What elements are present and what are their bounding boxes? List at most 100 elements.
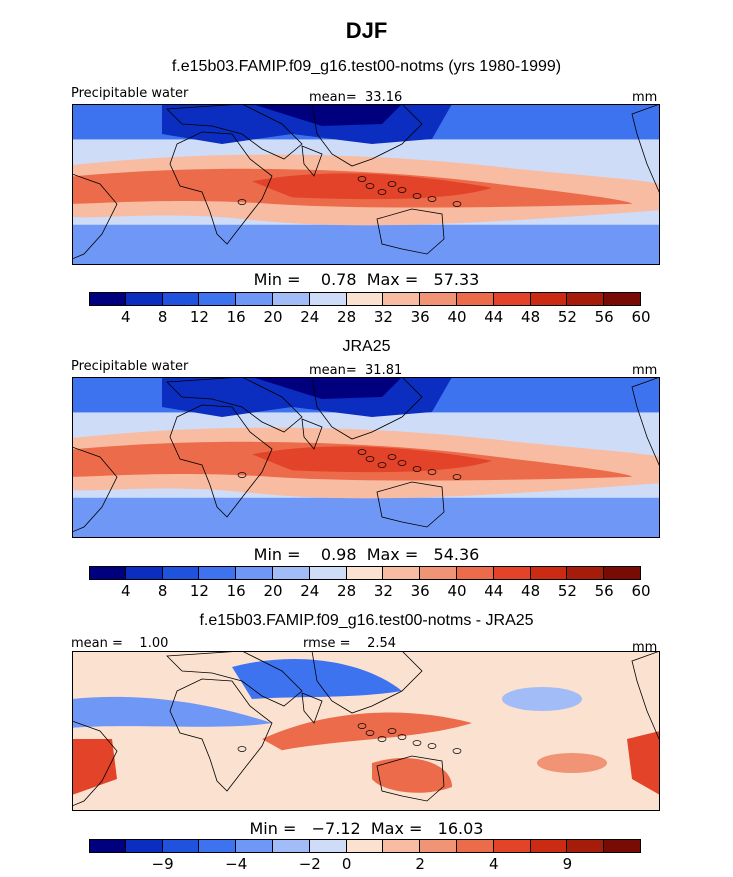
colorbar-tick-label: 52 [557,582,577,600]
coastline [301,418,323,450]
map-field-region [72,224,660,265]
colorbar-tick-label: 16 [226,582,246,600]
panel-2-heatmap [72,377,660,538]
colorbar-tick-label: 40 [447,308,467,326]
panel-1-title: f.e15b03.FAMIP.f09_g16.test00-notms (yrs… [171,58,562,75]
colorbar-tick-label: 4 [121,308,131,326]
colorbar-tick-label: 44 [484,308,504,326]
island [237,746,247,752]
map-field-region [252,104,402,126]
coastline [169,131,273,245]
island [427,196,437,202]
coastline [376,755,445,802]
colorbar-tick-label: 2 [415,855,425,873]
panel-3-mean-label: mean = 1.00 [71,636,169,651]
island [427,743,437,749]
colorbar-swatch [493,566,531,580]
colorbar-swatch [420,566,457,580]
coastline [72,173,118,260]
colorbar-tick-label: 44 [484,582,504,600]
colorbar-swatch [604,566,641,580]
colorbar-swatch [457,292,494,306]
coastline [301,692,323,724]
colorbar-swatch [89,292,126,306]
colorbar-tick-label: 8 [157,582,168,600]
colorbar-swatch [346,566,384,580]
panel-2-minmax: Min = 0.98 Max = 54.36 [253,545,480,564]
island [365,730,375,736]
colorbar-tick-label: 12 [189,582,209,600]
coastline [169,404,273,518]
island [397,734,407,740]
colorbar-tick-label: 28 [337,308,357,326]
colorbar-tick-label: 48 [521,308,541,326]
map-field-region [252,446,492,473]
colorbar-swatch [567,292,605,306]
colorbar-swatch [89,566,126,580]
coastline [311,651,423,714]
map-field-region [72,696,272,728]
island [377,736,387,742]
island [365,183,375,189]
colorbar-swatch [309,839,347,853]
colorbar-tick-label: 32 [373,582,393,600]
coastline [169,678,273,792]
island [452,474,462,480]
colorbar-tick-label: 32 [373,308,393,326]
panel-1-units-label: mm [632,90,658,105]
panel-3-colorbar [89,839,641,853]
colorbar-swatch [309,566,347,580]
colorbar-swatch [89,839,126,853]
island [387,181,397,187]
panel-2-units-label: mm [632,363,658,378]
panel-3-map [72,651,660,811]
panel-2-mean-label: mean= 31.81 [309,363,403,378]
map-field-region [252,377,402,399]
island [452,748,462,754]
panel-2-colorbar [89,566,641,580]
panel-1-heatmap [72,104,660,265]
island [237,472,247,478]
panel-1-colorbar [89,292,641,306]
colorbar-swatch [604,839,641,853]
colorbar-swatch [273,839,310,853]
colorbar-swatch [457,566,494,580]
colorbar-swatch [125,566,163,580]
colorbar-swatch [125,839,163,853]
colorbar-tick-label: 16 [226,308,246,326]
coastline [166,651,303,707]
colorbar-tick-label: 8 [157,308,168,326]
panel-2-colorbar-ticks: 4 8 12 16 20 24 28 32 36 40 44 48 52 56 60 [0,582,733,602]
colorbar-swatch [199,292,237,306]
colorbar-swatch [273,566,310,580]
panel-3-colorbar-ticks: −9 −4 −2 0 2 4 9 [0,855,733,875]
colorbar-tick-label: 20 [263,582,283,600]
island [237,199,247,205]
colorbar-tick-label: 60 [631,308,651,326]
island [427,469,437,475]
colorbar-swatch [383,839,421,853]
map-field-region [502,687,582,711]
island [412,740,422,746]
colorbar-swatch [273,292,310,306]
island [387,728,397,734]
colorbar-tick-label: 36 [410,582,430,600]
panel-2-title: JRA25 [342,338,391,355]
map-field-region [72,739,117,795]
colorbar-swatch [346,839,384,853]
colorbar-swatch [567,839,605,853]
island [377,462,387,468]
map-field-region [627,731,660,795]
colorbar-tick-label: 28 [337,582,357,600]
colorbar-tick-label: 40 [447,582,467,600]
colorbar-swatch [530,839,568,853]
colorbar-swatch [125,292,163,306]
coastline [631,651,660,742]
island [357,449,367,455]
coastline [376,208,445,255]
panel-1-left-label: Precipitable water [71,86,189,101]
coastline [311,104,423,167]
colorbar-tick-label: 56 [594,582,614,600]
colorbar-swatch [383,292,421,306]
panel-1-minmax: Min = 0.78 Max = 57.33 [253,270,480,289]
